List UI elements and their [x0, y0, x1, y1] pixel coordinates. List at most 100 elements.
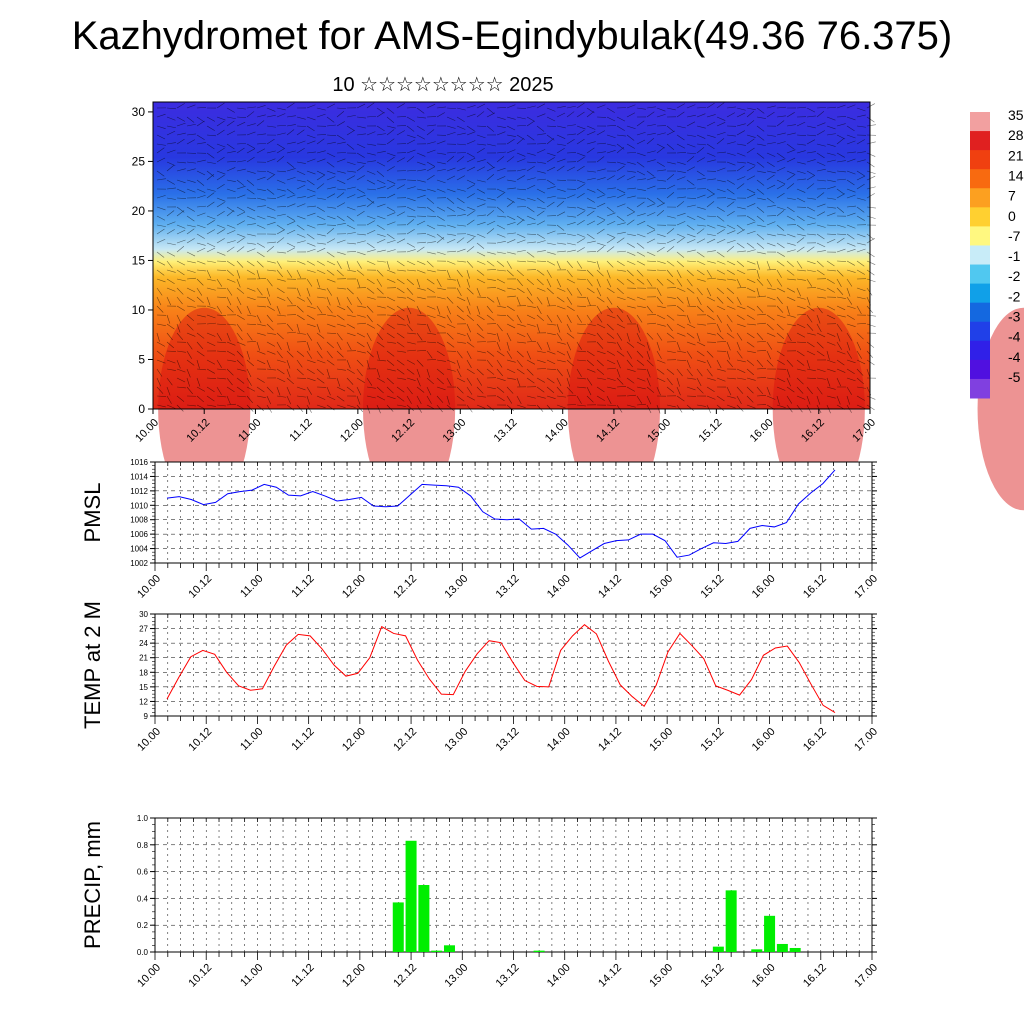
- precip-bar: [776, 943, 788, 952]
- y-tick-label: 0.2: [137, 921, 149, 930]
- y-tick-label: 0.4: [137, 894, 149, 903]
- colorbar-label: -5: [1008, 369, 1021, 385]
- x-tick-label: 10.00: [135, 573, 163, 601]
- panel-precip: 0.0 0.2 0.4 0.6 0.8 1.0 10.00 10.12 11.00 11.12 12…: [80, 814, 880, 990]
- x-tick-label: 15.12: [697, 417, 725, 445]
- x-tick-label: 13.12: [494, 573, 522, 601]
- x-tick-label: 17.00: [852, 726, 880, 754]
- x-tick-label: 12.00: [340, 962, 368, 990]
- y-tick-label: 18: [139, 668, 148, 677]
- y-tick-label: 0.8: [137, 841, 149, 850]
- y-tick-label: 1016: [130, 458, 148, 467]
- cross-section-field: [153, 102, 870, 409]
- x-tick-label: 12.12: [391, 726, 419, 754]
- precip-bar: [764, 915, 776, 952]
- x-tick-label: 12.00: [340, 726, 368, 754]
- x-tick-label: 14.00: [545, 726, 573, 754]
- x-tick-label: 17.00: [852, 573, 880, 601]
- x-tick-label: 12.12: [391, 573, 419, 601]
- x-tick-label: 10.12: [186, 726, 214, 754]
- x-tick-label: 10.12: [186, 573, 214, 601]
- x-tick-label: 16.00: [750, 726, 778, 754]
- x-tick-label: 11.12: [289, 573, 316, 600]
- x-tick-label: 11.00: [238, 726, 265, 753]
- y-tick-label: 12: [139, 697, 148, 706]
- y-tick-label: 1004: [130, 545, 148, 554]
- x-tick-label: 10.00: [135, 726, 163, 754]
- pmsl-series-line: [166, 469, 836, 559]
- x-tick-label: 14.12: [596, 962, 624, 990]
- x-tick-label: 10.12: [186, 962, 214, 990]
- y-tick-label: 1010: [130, 501, 148, 510]
- y-tick-label: 15: [132, 253, 146, 267]
- x-tick-label: 12.00: [338, 417, 366, 445]
- y-tick-label: 0.6: [137, 868, 149, 877]
- y-tick-label: 0.0: [137, 948, 149, 957]
- y-tick-label: 0: [138, 402, 145, 416]
- y-axis-label: TEMP at 2 M: [80, 601, 105, 729]
- x-tick-label: 11.00: [238, 573, 265, 600]
- colorbar-swatch: [970, 321, 990, 342]
- x-tick-label: 14.00: [543, 417, 571, 445]
- x-tick-label: 13.00: [442, 726, 470, 754]
- y-tick-label: 5: [138, 352, 145, 366]
- colorbar-label: 0: [1008, 208, 1016, 224]
- precip-bar: [725, 890, 737, 952]
- colorbar-label: -4: [1008, 349, 1021, 365]
- colorbar-label: -2: [1008, 288, 1021, 304]
- x-tick-label: 15.12: [699, 573, 727, 601]
- colorbar-swatch: [970, 283, 990, 304]
- x-tick-label: 14.12: [596, 573, 624, 601]
- y-tick-label: 24: [139, 639, 148, 648]
- colorbar-label: -1: [1008, 248, 1021, 264]
- y-tick-label: 1002: [130, 559, 148, 568]
- colorbar-label: 35: [1008, 107, 1024, 123]
- temp-series-line: [166, 624, 836, 714]
- colorbar-label: 14: [1008, 167, 1024, 183]
- x-tick-label: 12.00: [340, 573, 368, 601]
- y-tick-label: 27: [139, 625, 148, 634]
- precip-bar: [405, 840, 417, 952]
- x-tick-label: 15.12: [699, 726, 727, 754]
- x-tick-label: 13.00: [442, 962, 470, 990]
- colorbar-label: 21: [1008, 147, 1024, 163]
- colorbar-swatch: [970, 302, 990, 323]
- x-tick-label: 17.00: [852, 962, 880, 990]
- precip-bar: [533, 950, 545, 952]
- plot-frame: [154, 613, 873, 717]
- y-tick-label: 21: [139, 654, 148, 663]
- colorbar-swatch: [970, 188, 990, 208]
- x-tick-label: 11.12: [289, 962, 316, 989]
- colorbar-label: 7: [1008, 188, 1016, 204]
- colorbar-swatch: [970, 207, 990, 227]
- x-tick-label: 15.00: [647, 573, 675, 601]
- x-tick-label: 10.00: [133, 417, 161, 445]
- colorbar-label: -7: [1008, 228, 1021, 244]
- x-tick-label: 11.12: [287, 417, 314, 444]
- x-tick-label: 15.00: [647, 962, 675, 990]
- precip-bar: [789, 947, 801, 952]
- precip-bar: [392, 902, 404, 952]
- x-tick-label: 16.12: [801, 573, 829, 601]
- x-tick-label: 16.00: [750, 573, 778, 601]
- x-tick-label: 13.00: [442, 573, 470, 601]
- y-tick-label: 15: [139, 683, 148, 692]
- precip-bar: [431, 950, 443, 952]
- colorbar-label: -2: [1008, 268, 1021, 284]
- y-axis-label: PRECIP, mm: [80, 821, 105, 949]
- x-tick-label: 15.12: [699, 962, 727, 990]
- precip-bar: [712, 946, 724, 952]
- colorbar-swatch: [970, 359, 990, 380]
- x-tick-label: 13.12: [494, 726, 522, 754]
- wind-barbs: [156, 102, 877, 414]
- x-tick-label: 16.00: [750, 962, 778, 990]
- precip-bar: [751, 949, 763, 952]
- y-tick-label: 20: [132, 204, 146, 218]
- x-tick-label: 16.12: [801, 726, 829, 754]
- panel-temp: 9 12 15 18 21 24 27 30 10.00 10.12 11.00 11.12 12.00…: [80, 601, 880, 754]
- x-tick-label: 12.12: [391, 962, 419, 990]
- colorbar-label: -3: [1008, 309, 1021, 325]
- colorbar-swatch: [970, 169, 990, 189]
- precip-bar: [418, 885, 430, 952]
